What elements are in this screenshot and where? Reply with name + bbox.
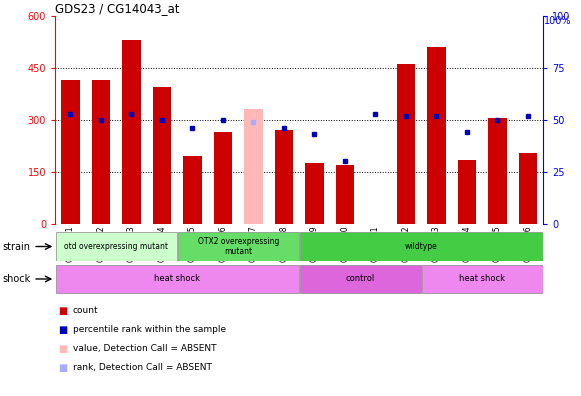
Text: heat shock: heat shock [154, 274, 200, 284]
Bar [488, 118, 507, 224]
Text: percentile rank within the sample: percentile rank within the sample [73, 326, 226, 334]
Bar [62, 80, 80, 224]
Bar [397, 64, 415, 224]
Text: OTX2 overexpressing
mutant: OTX2 overexpressing mutant [198, 237, 279, 256]
Bar [422, 265, 543, 293]
Text: wildtype: wildtype [405, 242, 437, 251]
Bar [306, 163, 324, 224]
Bar [428, 47, 446, 224]
Text: control: control [346, 274, 375, 284]
Text: ■: ■ [58, 306, 67, 316]
Text: GDS23 / CG14043_at: GDS23 / CG14043_at [55, 2, 180, 15]
Bar [184, 156, 202, 224]
Bar [92, 80, 110, 224]
Text: count: count [73, 307, 98, 315]
Text: shock: shock [3, 274, 31, 284]
Text: value, Detection Call = ABSENT: value, Detection Call = ABSENT [73, 345, 216, 353]
Text: 100%: 100% [544, 16, 572, 26]
Bar [519, 153, 537, 224]
Bar [214, 132, 232, 224]
Bar [122, 40, 141, 224]
Bar [300, 265, 421, 293]
Bar [300, 232, 543, 261]
Bar [245, 109, 263, 224]
Bar [153, 87, 171, 224]
Bar [458, 160, 476, 224]
Text: ■: ■ [58, 363, 67, 373]
Bar [56, 265, 299, 293]
Text: rank, Detection Call = ABSENT: rank, Detection Call = ABSENT [73, 364, 211, 372]
Bar [56, 232, 177, 261]
Text: otd overexpressing mutant: otd overexpressing mutant [64, 242, 168, 251]
Text: strain: strain [3, 242, 31, 251]
Bar [336, 165, 354, 224]
Text: heat shock: heat shock [459, 274, 505, 284]
Text: ■: ■ [58, 325, 67, 335]
Text: ■: ■ [58, 344, 67, 354]
Bar [178, 232, 299, 261]
Bar [275, 130, 293, 224]
